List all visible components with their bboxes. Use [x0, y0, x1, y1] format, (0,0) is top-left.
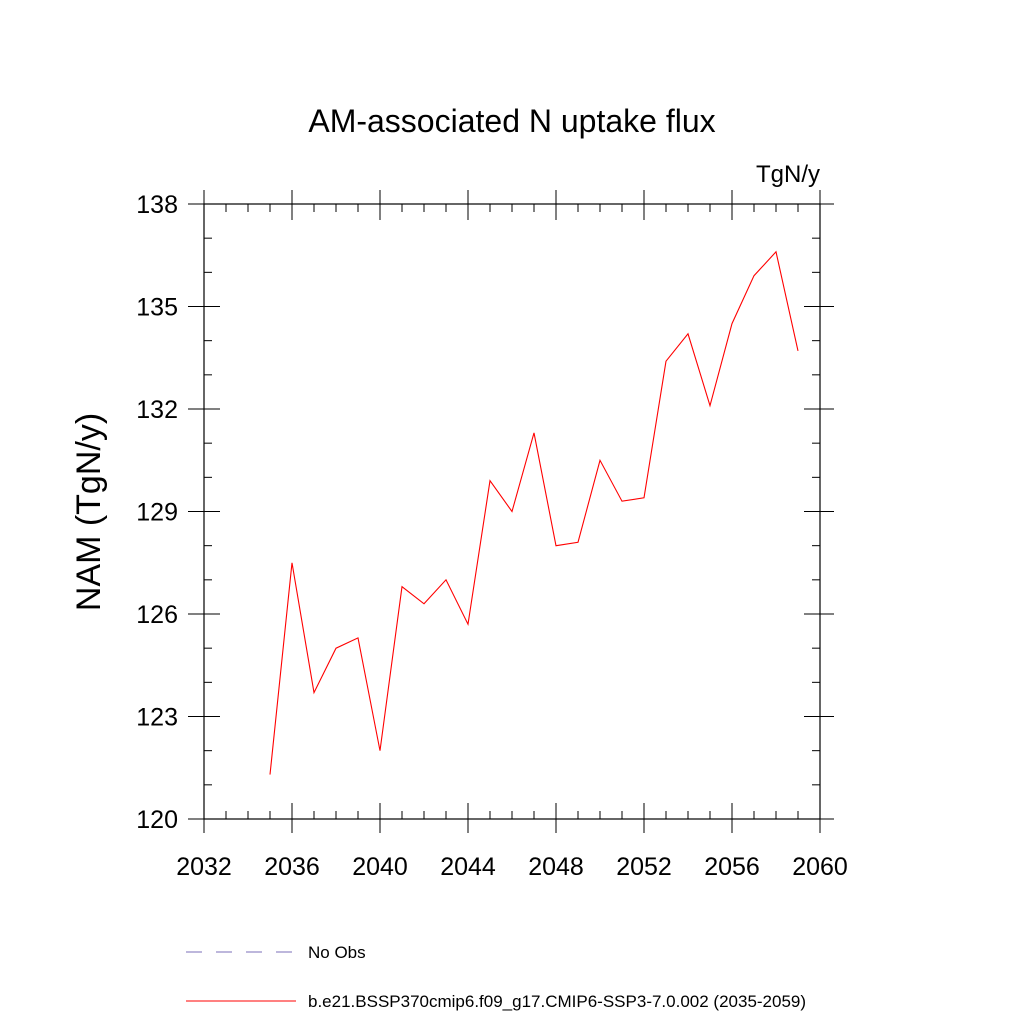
- y-tick-label: 129: [136, 499, 178, 527]
- y-axis-ticks: 120 123 126 129 132 135 138: [136, 191, 834, 834]
- chart-title: AM-associated N uptake flux: [308, 103, 715, 139]
- x-tick-label: 2048: [528, 853, 584, 881]
- y-tick-label: 138: [136, 191, 178, 219]
- x-tick-label: 2056: [704, 853, 760, 881]
- y-tick-label: 132: [136, 396, 178, 424]
- x-tick-label: 2044: [440, 853, 496, 881]
- x-tick-label: 2060: [792, 853, 848, 881]
- legend-label-model: b.e21.BSSP370cmip6.f09_g17.CMIP6-SSP3-7.…: [308, 992, 806, 1011]
- y-tick-label: 120: [136, 806, 178, 834]
- legend: No Obs b.e21.BSSP370cmip6.f09_g17.CMIP6-…: [186, 943, 806, 1011]
- legend-label-no-obs: No Obs: [308, 943, 366, 962]
- x-tick-label: 2032: [176, 853, 232, 881]
- units-label: TgN/y: [756, 161, 820, 188]
- series-layer: [269, 250, 799, 775]
- x-axis-ticks: 2032 2036 2040 2044 2048 2052 2056 2060: [176, 190, 848, 881]
- series-line-0: [269, 250, 799, 775]
- x-tick-label: 2052: [616, 853, 672, 881]
- y-tick-label: 126: [136, 601, 178, 629]
- y-tick-label: 135: [136, 294, 178, 322]
- y-axis-label: NAM (TgN/y): [70, 413, 108, 611]
- x-tick-label: 2040: [352, 853, 408, 881]
- x-tick-label: 2036: [264, 853, 320, 881]
- y-tick-label: 123: [136, 704, 178, 732]
